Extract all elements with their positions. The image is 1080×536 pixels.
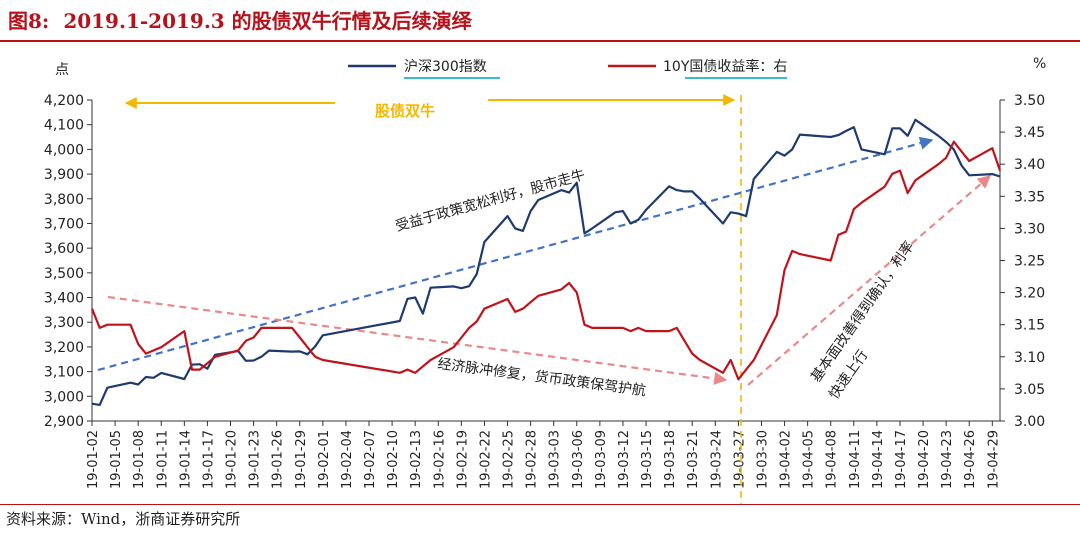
left-tick-label: 3,600 [44, 241, 84, 257]
right-tick-label: 3.40 [1014, 157, 1045, 173]
x-tick-label: 19-01-02 [86, 430, 101, 489]
x-tick-label: 19-03-09 [594, 430, 609, 489]
legend: 沪深300指数 10Y国债收益率：右 [348, 58, 787, 79]
x-tick-label: 19-04-23 [940, 430, 955, 489]
x-tick-label: 19-04-08 [825, 430, 840, 489]
right-tick-label: 3.45 [1014, 125, 1045, 141]
left-tick-label: 4,000 [44, 142, 84, 158]
upper-trend-label: 受益于政策宽松利好，股市走牛 [394, 166, 587, 235]
x-tick-label: 19-04-29 [986, 430, 1001, 489]
x-tick-label: 19-02-28 [525, 430, 540, 489]
x-tick-label: 19-02-07 [363, 430, 378, 489]
left-tick-label: 3,100 [44, 365, 84, 381]
x-tick-label: 19-01-11 [155, 430, 170, 489]
x-tick-label: 19-04-05 [802, 430, 817, 489]
right-tick-label: 3.35 [1014, 189, 1045, 205]
x-tick-label: 19-03-06 [571, 430, 586, 489]
left-tick-label: 3,000 [44, 389, 84, 405]
x-tick-label: 19-04-20 [917, 430, 932, 489]
x-tick-label: 19-03-27 [732, 430, 747, 489]
left-tick-label: 2,900 [44, 414, 84, 430]
left-tick-label: 4,200 [44, 93, 84, 109]
legend-label-stock: 沪深300指数 [404, 59, 487, 75]
right-tick-label: 3.00 [1014, 414, 1045, 430]
right-tick-label: 3.25 [1014, 254, 1045, 270]
right-tick-label: 3.20 [1014, 286, 1045, 302]
x-tick-label: 19-04-26 [963, 430, 978, 489]
right-tick-label: 3.50 [1014, 93, 1045, 109]
x-tick-label: 19-02-10 [386, 430, 401, 489]
x-tick-label: 19-03-18 [663, 430, 678, 489]
right-tick-label: 3.10 [1014, 350, 1045, 366]
line-chart: 点 % 沪深300指数 10Y国债收益率：右 2,900 3,000 3,100 3,… [44, 56, 1046, 504]
left-tick-label: 3,700 [44, 216, 84, 232]
x-tick-label: 19-03-24 [709, 430, 724, 489]
right-axis-ticks: 3.00 3.05 3.10 3.15 3.20 3.25 3.30 3.35 3.40 3.45… [1000, 93, 1045, 430]
x-tick-label: 19-02-19 [455, 430, 470, 489]
x-tick-label: 19-04-02 [779, 430, 794, 489]
x-tick-label: 19-01-08 [132, 430, 147, 489]
x-tick-label: 19-04-14 [871, 430, 886, 489]
left-tick-label: 3,500 [44, 266, 84, 282]
x-tick-label: 19-01-14 [178, 430, 193, 489]
bond-down-arrow [107, 295, 728, 385]
x-tick-label: 19-01-26 [271, 430, 286, 489]
left-tick-label: 3,400 [44, 291, 84, 307]
figure-title-text: 2019.1-2019.3 的股债双牛行情及后续演绎 [63, 9, 472, 33]
left-tick-label: 3,300 [44, 315, 84, 331]
x-tick-label: 19-02-01 [317, 430, 332, 489]
bull-label: 股债双牛 [375, 102, 435, 120]
x-tick-label: 19-03-12 [617, 430, 632, 489]
right-unit: % [1033, 56, 1046, 72]
right-tick-label: 3.15 [1014, 318, 1045, 334]
x-tick-label: 19-01-23 [248, 430, 263, 489]
x-tick-label: 19-01-17 [201, 430, 216, 489]
x-tick-label: 19-03-15 [640, 430, 655, 489]
bond-up-arrow [747, 175, 991, 386]
x-tick-label: 19-02-22 [478, 430, 493, 489]
stock-trend-arrow [97, 136, 934, 372]
figure-label: 图8: [8, 9, 50, 33]
x-tick-label: 19-02-25 [502, 430, 517, 489]
title-rule [0, 40, 1080, 42]
x-tick-label: 19-02-16 [432, 430, 447, 489]
left-tick-label: 4,100 [44, 118, 84, 134]
left-tick-label: 3,900 [44, 167, 84, 183]
right-tick-label: 3.30 [1014, 221, 1045, 237]
x-axis-ticks: 19-01-02 19-01-05 19-01-08 19-01-11 19-01-14… [86, 421, 1001, 489]
series-line-bond [90, 140, 1002, 381]
lower-trend-label: 经济脉冲修复，货币政策保驾护航 [436, 355, 646, 399]
left-unit: 点 [55, 62, 69, 78]
x-tick-label: 19-03-03 [548, 430, 563, 489]
x-tick-label: 19-02-13 [409, 430, 424, 489]
left-axis-ticks: 2,900 3,000 3,100 3,200 3,300 3,400 3,500 3,600… [44, 93, 92, 430]
x-tick-label: 19-02-04 [340, 430, 355, 489]
source-rule [0, 504, 1080, 505]
figure-title: 图8: 2019.1-2019.3 的股债双牛行情及后续演绎 [8, 4, 472, 38]
legend-label-bond: 10Y国债收益率：右 [663, 58, 787, 75]
right-tick-label: 3.05 [1014, 382, 1045, 398]
annotation-arrows [97, 94, 991, 504]
x-tick-label: 19-03-21 [686, 430, 701, 489]
x-tick-label: 19-03-30 [755, 430, 770, 489]
left-tick-label: 3,200 [44, 340, 84, 356]
x-tick-label: 19-01-29 [294, 430, 309, 489]
left-tick-label: 3,800 [44, 192, 84, 208]
x-tick-label: 19-01-05 [109, 430, 124, 489]
x-tick-label: 19-04-11 [848, 430, 863, 489]
x-tick-label: 19-04-17 [894, 430, 909, 489]
x-tick-label: 19-01-20 [225, 430, 240, 489]
source-note: 资料来源：Wind，浙商证券研究所 [6, 510, 241, 528]
